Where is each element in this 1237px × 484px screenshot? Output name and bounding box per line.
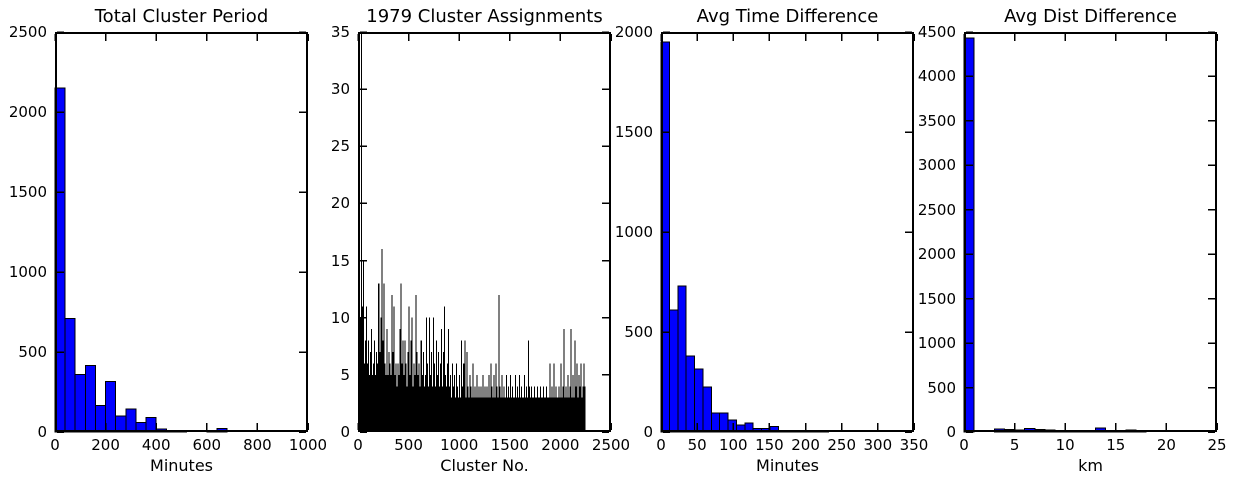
y-tick-label: 1500 (8, 183, 47, 201)
x-tick-label: 300 (863, 436, 893, 454)
y-tick-label: 1000 (917, 334, 956, 353)
x-tick-label: 0 (959, 436, 969, 454)
y-tick-label: 10 (330, 308, 350, 327)
plot-title: 1979 Cluster Assignments (366, 6, 603, 27)
x-tick-label: 2500 (591, 436, 631, 454)
x-tick-label: 0 (50, 436, 60, 454)
y-tick-label: 1000 (614, 223, 653, 241)
axes-total-cluster-period (54, 31, 309, 433)
axes-cluster-assignments (357, 31, 612, 433)
axes-avg-dist-difference (963, 31, 1218, 433)
y-tick-label: 2000 (614, 23, 653, 41)
x-tick-label: 25 (1207, 436, 1227, 454)
x-tick-label: 5 (1009, 436, 1020, 454)
y-tick-label: 2500 (917, 200, 956, 219)
x-tick-label: 20 (1156, 436, 1176, 454)
y-tick-label: 5 (340, 365, 350, 384)
y-tick-label: 1500 (614, 123, 653, 141)
x-tick-label: 200 (791, 436, 820, 454)
y-tick-label: 500 (927, 378, 956, 397)
y-tick-label: 2000 (917, 245, 956, 264)
x-tick-label: 350 (899, 436, 929, 454)
x-tick-label: 800 (243, 436, 272, 454)
x-tick-label: 0 (656, 436, 666, 454)
y-tick-label: 20 (330, 194, 350, 213)
x-axis-label: Minutes (756, 456, 819, 475)
y-tick-label: 0 (946, 423, 956, 441)
y-tick-label: 30 (330, 80, 350, 99)
x-tick-label: 1000 (288, 436, 328, 454)
x-tick-label: 500 (394, 436, 423, 454)
x-tick-label: 2000 (541, 436, 580, 454)
x-axis-label: km (1078, 456, 1103, 475)
y-tick-label: 1500 (917, 289, 956, 308)
x-axis-label: Cluster No. (440, 456, 529, 475)
y-tick-label: 0 (340, 423, 350, 441)
x-tick-label: 100 (718, 436, 748, 454)
x-tick-label: 10 (1055, 436, 1075, 454)
y-tick-label: 500 (18, 343, 47, 361)
y-tick-label: 35 (330, 23, 350, 41)
x-tick-label: 250 (827, 436, 857, 454)
plot-title: Total Cluster Period (94, 6, 269, 27)
x-tick-label: 50 (687, 436, 707, 454)
y-tick-label: 500 (624, 323, 653, 341)
x-tick-label: 0 (353, 436, 363, 454)
x-tick-label: 1000 (440, 436, 479, 454)
axes-avg-time-difference (660, 31, 915, 433)
plot-title: Avg Dist Difference (1004, 6, 1177, 27)
y-tick-label: 0 (37, 423, 47, 441)
y-tick-label: 25 (330, 137, 350, 156)
y-tick-label: 3500 (917, 111, 956, 130)
x-tick-label: 1500 (490, 436, 529, 454)
y-tick-label: 15 (330, 251, 350, 270)
y-tick-label: 4000 (917, 67, 956, 86)
x-tick-label: 150 (755, 436, 784, 454)
x-tick-label: 15 (1106, 436, 1126, 454)
y-tick-label: 0 (643, 423, 653, 441)
x-tick-label: 600 (192, 436, 222, 454)
x-axis-label: Minutes (150, 456, 213, 475)
x-tick-label: 200 (91, 436, 120, 454)
x-tick-label: 400 (141, 436, 171, 454)
y-tick-label: 2500 (8, 23, 47, 41)
y-tick-label: 3000 (917, 156, 956, 175)
plot-title: Avg Time Difference (696, 6, 879, 27)
y-tick-label: 1000 (8, 263, 47, 281)
y-tick-label: 4500 (917, 23, 956, 41)
y-tick-label: 2000 (8, 103, 47, 121)
